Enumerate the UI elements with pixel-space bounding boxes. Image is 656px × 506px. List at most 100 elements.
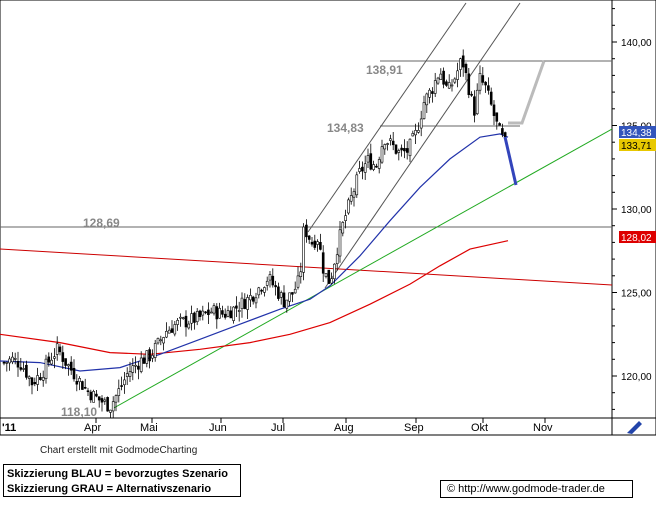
x-tick-label: Nov <box>533 422 553 434</box>
candle-body <box>47 356 51 363</box>
candle-body <box>422 102 426 120</box>
candle-body <box>237 310 241 312</box>
candle-body <box>184 315 188 328</box>
candle-body <box>495 112 499 122</box>
candle-body <box>282 292 286 308</box>
legend-blue-text: Skizzierung BLAU = bevorzugtes Szenario <box>7 468 228 480</box>
candle-body <box>260 289 263 292</box>
candle-body <box>53 356 56 359</box>
candle-body <box>397 150 401 153</box>
candle-body <box>327 269 331 284</box>
candle-body <box>117 388 121 396</box>
candle-body <box>333 263 336 280</box>
candle-body <box>83 387 87 389</box>
candle-body <box>417 130 420 133</box>
source-url[interactable]: http://www.godmode-trader.de <box>458 483 605 495</box>
candle-body <box>498 123 501 126</box>
candle-body <box>274 285 277 288</box>
candle-body <box>120 385 123 387</box>
candle-body <box>243 299 247 309</box>
y-tick-label: 120,00 <box>621 372 652 383</box>
candle-body <box>380 146 384 163</box>
candle-body <box>439 73 443 80</box>
candle-body <box>13 358 17 360</box>
y-tick-label: 130,00 <box>621 205 652 216</box>
candle-body <box>293 288 297 294</box>
level-label-118-10: 118,10 <box>61 405 97 419</box>
candle-body <box>403 148 406 152</box>
badge-blue-label: 134,38 <box>621 128 652 139</box>
candle-body <box>436 77 440 84</box>
candle-body <box>223 313 227 318</box>
blue-scenario-sketch <box>503 136 518 186</box>
candle-body <box>321 252 325 274</box>
candle-body <box>375 165 378 168</box>
plot-area <box>0 0 613 419</box>
candle-body <box>55 343 59 355</box>
candle-body <box>8 358 11 364</box>
candle-body <box>44 358 48 379</box>
candle-body <box>153 343 157 358</box>
candle-body <box>61 352 65 362</box>
legend-grey-text: Skizzierung GRAU = Alternativszenario <box>7 483 212 495</box>
x-tick-label: Jun <box>209 422 227 434</box>
candle-body <box>128 371 132 377</box>
candle-body <box>459 58 462 70</box>
candle-body <box>159 339 163 342</box>
candle-body <box>492 104 496 116</box>
candle-body <box>344 215 347 221</box>
candle-body <box>19 367 23 370</box>
candle-body <box>11 356 14 363</box>
pencil-icon[interactable] <box>627 421 642 434</box>
candle-body <box>204 311 207 314</box>
candle-body <box>470 93 473 96</box>
candle-body <box>139 357 143 372</box>
badge-blue <box>619 126 656 138</box>
candle-body <box>226 310 230 317</box>
x-axis-ticks: '11 Apr Mai Jun Jul Aug Sep Okt Nov <box>0 418 553 434</box>
candle-body <box>302 226 305 273</box>
candle-body <box>473 96 476 116</box>
channel-lower-line <box>324 2 521 289</box>
candle-body <box>106 397 109 412</box>
candle-body <box>411 133 415 137</box>
source-link[interactable]: © http://www.godmode-trader.de <box>440 480 633 498</box>
candle-body <box>123 379 126 386</box>
candle-body <box>456 70 459 80</box>
candle-body <box>489 91 493 105</box>
copyright-icon: © <box>447 483 456 495</box>
candle-body <box>22 368 25 370</box>
candle-body <box>215 306 219 320</box>
candle-body <box>313 240 317 248</box>
candle-body <box>377 159 381 169</box>
candle-body <box>86 390 90 393</box>
candle-body <box>316 241 319 245</box>
candle-body <box>142 357 146 364</box>
candle-body <box>310 241 314 245</box>
price-candles <box>2 49 507 418</box>
candle-body <box>464 63 468 74</box>
candle-body <box>229 310 233 319</box>
candle-body <box>201 310 205 316</box>
y-tick-label: 125,00 <box>621 289 652 300</box>
candle-body <box>50 359 53 365</box>
level-label-128-69: 128,69 <box>83 216 120 230</box>
candle-body <box>386 143 389 145</box>
level-label-138-91: 138,91 <box>366 63 403 77</box>
badge-red-label: 128,02 <box>621 233 652 244</box>
candle-body <box>265 280 269 286</box>
candle-body <box>358 168 361 172</box>
x-tick-label: Jul <box>271 422 285 434</box>
candle-body <box>75 380 79 385</box>
candle-body <box>58 346 62 353</box>
candle-body <box>235 305 238 309</box>
x-tick-label: Apr <box>84 422 101 434</box>
y-tick-label: 140,00 <box>621 38 652 49</box>
candle-body <box>72 367 76 380</box>
candle-body <box>251 296 255 302</box>
candle-body <box>89 391 93 401</box>
candle-body <box>263 287 266 293</box>
candle-body <box>285 299 289 309</box>
candle-body <box>307 235 311 240</box>
